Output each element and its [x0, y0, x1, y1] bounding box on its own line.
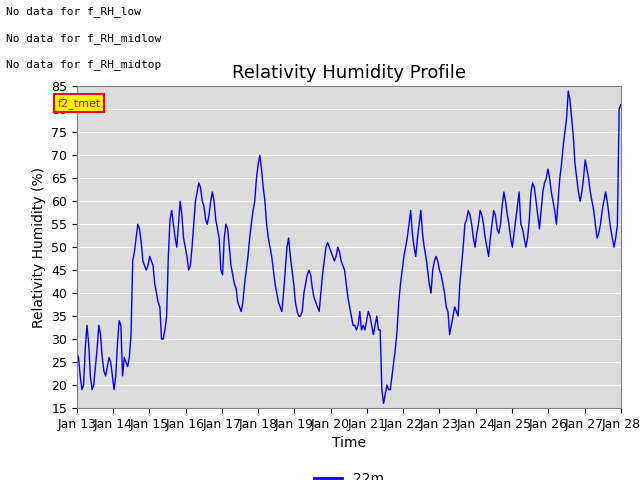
- X-axis label: Time: Time: [332, 436, 366, 450]
- Title: Relativity Humidity Profile: Relativity Humidity Profile: [232, 64, 466, 82]
- Legend: 22m: 22m: [308, 466, 389, 480]
- Text: No data for f_RH_midtop: No data for f_RH_midtop: [6, 59, 162, 70]
- Text: No data for f_RH_midlow: No data for f_RH_midlow: [6, 33, 162, 44]
- Y-axis label: Relativity Humidity (%): Relativity Humidity (%): [31, 167, 45, 328]
- Text: f2_tmet: f2_tmet: [58, 97, 101, 108]
- Text: No data for f_RH_low: No data for f_RH_low: [6, 6, 141, 17]
